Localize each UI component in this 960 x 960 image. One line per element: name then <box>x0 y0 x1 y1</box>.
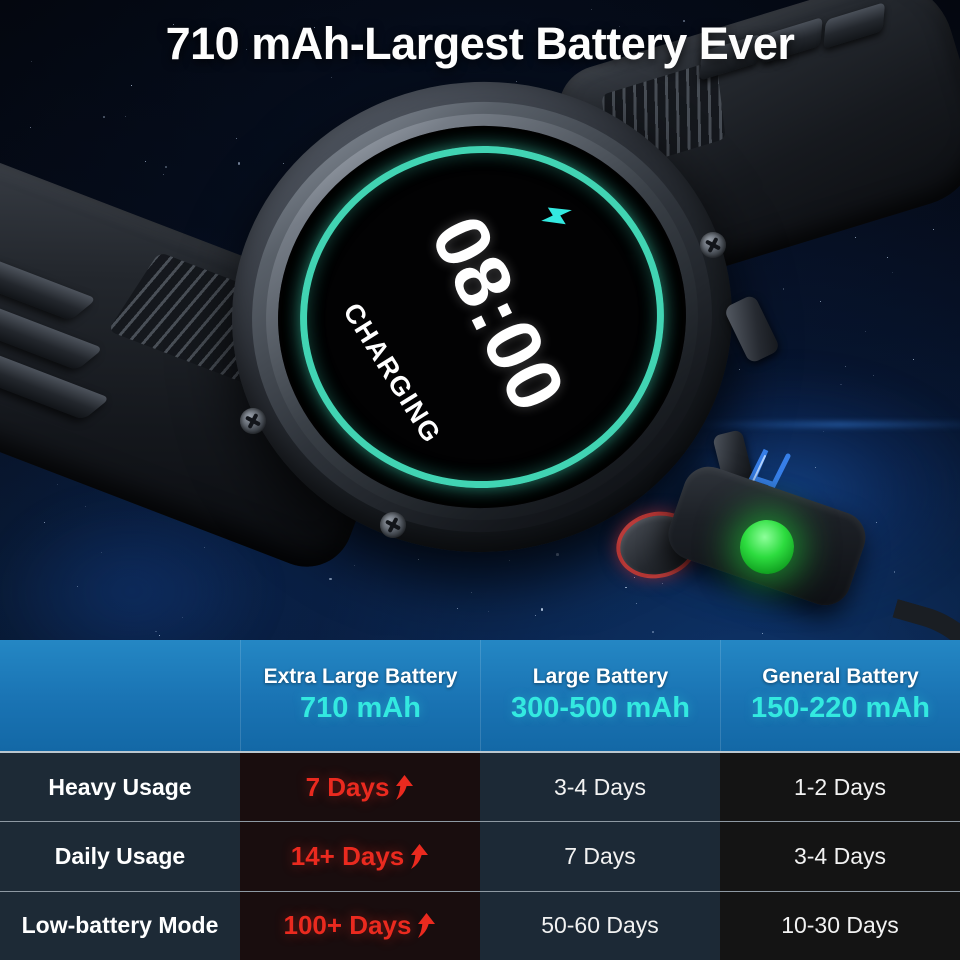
watch-side-button-upper[interactable] <box>723 293 781 365</box>
header-cell-large: Large Battery 300-500 mAh <box>480 640 720 751</box>
page-title: 710 mAh-Largest Battery Ever <box>165 18 795 69</box>
cell-large: 3-4 Days <box>480 752 720 822</box>
column-name-general: General Battery <box>762 665 919 689</box>
case-screw-left <box>240 408 266 434</box>
watch-screen: 08:00 CHARGING <box>265 112 699 522</box>
up-arrow-icon <box>410 843 429 869</box>
row-label-cell: Daily Usage <box>0 822 240 891</box>
table-header-row: Extra Large Battery 710 mAh Large Batter… <box>0 640 960 753</box>
value-large: 50-60 Days <box>541 912 659 939</box>
up-arrow-icon <box>395 774 414 800</box>
cell-general: 1-2 Days <box>720 752 960 822</box>
cell-large: 7 Days <box>480 822 720 891</box>
column-capacity-general: 150-220 mAh <box>751 692 930 725</box>
cell-extra-large: 7 Days <box>240 752 480 822</box>
table-row: Daily Usage 14+ Days 7 Days 3-4 Days <box>0 822 960 892</box>
watch-case: 08:00 CHARGING <box>216 65 748 569</box>
header-cell-extra-large: Extra Large Battery 710 mAh <box>240 640 480 751</box>
row-label: Heavy Usage <box>48 773 192 800</box>
cell-general: 10-30 Days <box>720 891 960 960</box>
value-general: 1-2 Days <box>793 773 887 800</box>
row-label: Daily Usage <box>54 842 186 869</box>
cell-general: 3-4 Days <box>720 822 960 891</box>
table-row: Low-battery Mode 100+ Days 50-60 Days 10… <box>0 891 960 960</box>
cell-large: 50-60 Days <box>480 891 720 960</box>
value-general: 10-30 Days <box>781 912 899 939</box>
charging-status-label: CHARGING <box>337 297 448 449</box>
header-cell-general: General Battery 150-220 mAh <box>720 640 960 751</box>
table-row: Heavy Usage 7 Days 3-4 Days 1-2 Days <box>0 752 960 823</box>
value-extra-large: 100+ Days <box>283 910 412 941</box>
header-cell-empty <box>0 640 240 751</box>
case-screw-bottom-left <box>380 512 406 538</box>
column-name-large: Large Battery <box>532 665 669 689</box>
case-screw-top-right <box>700 232 726 258</box>
row-label-cell: Low-battery Mode <box>0 891 240 960</box>
up-arrow-icon <box>417 913 436 939</box>
light-streak <box>691 422 960 428</box>
value-large: 7 Days <box>564 842 636 869</box>
value-large: 3-4 Days <box>553 773 647 800</box>
lightning-bolt-icon <box>531 190 583 242</box>
value-extra-large: 7 Days <box>305 771 390 802</box>
column-capacity-extra-large: 710 mAh <box>300 692 421 725</box>
column-capacity-large: 300-500 mAh <box>511 692 690 725</box>
value-extra-large: 14+ Days <box>290 840 405 871</box>
cell-extra-large: 14+ Days <box>240 822 480 891</box>
row-label: Low-battery Mode <box>21 912 219 939</box>
value-general: 3-4 Days <box>793 842 887 869</box>
battery-comparison-table: Extra Large Battery 710 mAh Large Batter… <box>0 640 960 960</box>
row-label-cell: Heavy Usage <box>0 752 240 822</box>
smartwatch-product-photo: 08:00 CHARGING <box>0 0 960 743</box>
column-name-extra-large: Extra Large Battery <box>263 665 458 689</box>
cell-extra-large: 100+ Days <box>240 891 480 960</box>
